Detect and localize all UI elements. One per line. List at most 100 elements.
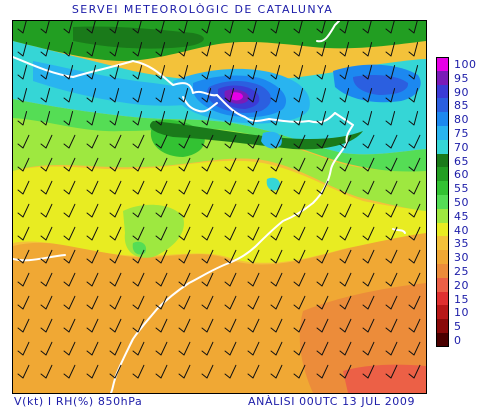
wind-barb: [109, 157, 122, 172]
wind-barb: [247, 341, 260, 356]
wind-barb: [408, 272, 421, 287]
wind-barb: [385, 157, 398, 172]
legend-label: 60: [454, 168, 469, 182]
wind-barb: [86, 226, 99, 241]
wind-barb: [178, 203, 191, 218]
wind-barb: [201, 134, 214, 149]
wind-barb: [316, 364, 329, 379]
wind-barb: [109, 249, 122, 264]
legend-label: 35: [454, 237, 469, 251]
wind-barb: [86, 134, 99, 149]
wind-barb: [247, 180, 260, 195]
wind-barb: [155, 65, 166, 80]
wind-barb: [339, 364, 352, 379]
wind-barb: [224, 157, 237, 172]
wind-barb: [293, 364, 306, 379]
wind-barb: [155, 226, 168, 241]
wind-barb: [293, 134, 306, 149]
wind-barb: [339, 88, 350, 103]
wind-barb: [40, 88, 51, 103]
wind-barb: [201, 180, 214, 195]
wind-barb: [293, 295, 306, 310]
legend-label: 50: [454, 195, 469, 209]
wind-barb: [155, 249, 168, 264]
wind-barb: [86, 341, 99, 356]
legend-label: 30: [454, 251, 469, 265]
wind-barb: [339, 180, 352, 195]
wind-barb: [316, 88, 327, 103]
wind-barb: [316, 249, 329, 264]
wind-barb: [270, 111, 281, 126]
wind-barb: [316, 226, 329, 241]
wind-barb: [155, 364, 168, 379]
wind-barb: [385, 226, 398, 241]
legend-item: 65: [436, 153, 482, 168]
wind-barb: [178, 180, 191, 195]
legend-swatch: [436, 208, 449, 223]
wind-barb: [224, 134, 237, 149]
wind-barb: [86, 180, 99, 195]
wind-barb: [201, 88, 212, 103]
wind-barb: [247, 295, 260, 310]
wind-barb: [40, 111, 51, 126]
wind-barb: [63, 180, 76, 195]
wind-barb: [224, 203, 237, 218]
wind-barb: [17, 341, 30, 356]
legend-label: 100: [454, 58, 477, 71]
wind-barb: [155, 21, 165, 34]
legend-label: 25: [454, 264, 469, 278]
legend-swatch: [436, 194, 449, 209]
wind-barb: [63, 364, 76, 379]
wind-barb: [40, 249, 53, 264]
wind-barb: [178, 295, 191, 310]
wind-barb: [155, 341, 168, 356]
legend-swatch: [436, 250, 449, 264]
legend-label: 95: [454, 71, 469, 85]
legend-label: 80: [454, 113, 469, 127]
wind-barb: [155, 318, 168, 333]
wind-barb: [339, 65, 350, 80]
wind-barb: [17, 295, 30, 310]
wind-barb: [385, 111, 396, 126]
wind-barb: [155, 157, 168, 172]
legend-label: 45: [454, 209, 469, 223]
wind-barb: [270, 203, 283, 218]
wind-barb: [155, 180, 168, 195]
wind-barb: [270, 341, 283, 356]
wind-barb: [224, 318, 237, 333]
wind-barb: [362, 157, 375, 172]
wind-barb: [86, 88, 97, 103]
wind-barb: [385, 180, 398, 195]
wind-barb: [385, 134, 398, 149]
wind-barb: [224, 42, 235, 57]
wind-barb: [224, 295, 237, 310]
wind-barb: [17, 203, 30, 218]
wind-barb: [293, 203, 306, 218]
wind-barb: [201, 203, 214, 218]
wind-barb: [362, 180, 375, 195]
wind-barb: [293, 180, 306, 195]
wind-barb: [293, 249, 306, 264]
wind-barb: [155, 134, 168, 149]
wind-barb: [362, 295, 375, 310]
wind-barb: [408, 226, 421, 241]
wind-barb: [339, 42, 350, 57]
wind-barb: [63, 295, 76, 310]
legend-label: 85: [454, 99, 469, 113]
wind-barb: [339, 272, 352, 287]
wind-barb: [132, 157, 145, 172]
legend-item: 20: [436, 277, 482, 292]
wind-barb: [293, 88, 304, 103]
wind-barb: [86, 157, 99, 172]
wind-barb: [316, 180, 329, 195]
wind-barb: [178, 249, 191, 264]
wind-barb: [109, 272, 122, 287]
wind-barb: [201, 65, 212, 80]
wind-barb: [224, 364, 237, 379]
legend-swatch: [436, 236, 449, 251]
wind-barb: [316, 272, 329, 287]
wind-barb: [178, 226, 191, 241]
legend-label: 40: [454, 223, 469, 237]
legend-label: 15: [454, 292, 469, 306]
wind-barb: [339, 295, 352, 310]
